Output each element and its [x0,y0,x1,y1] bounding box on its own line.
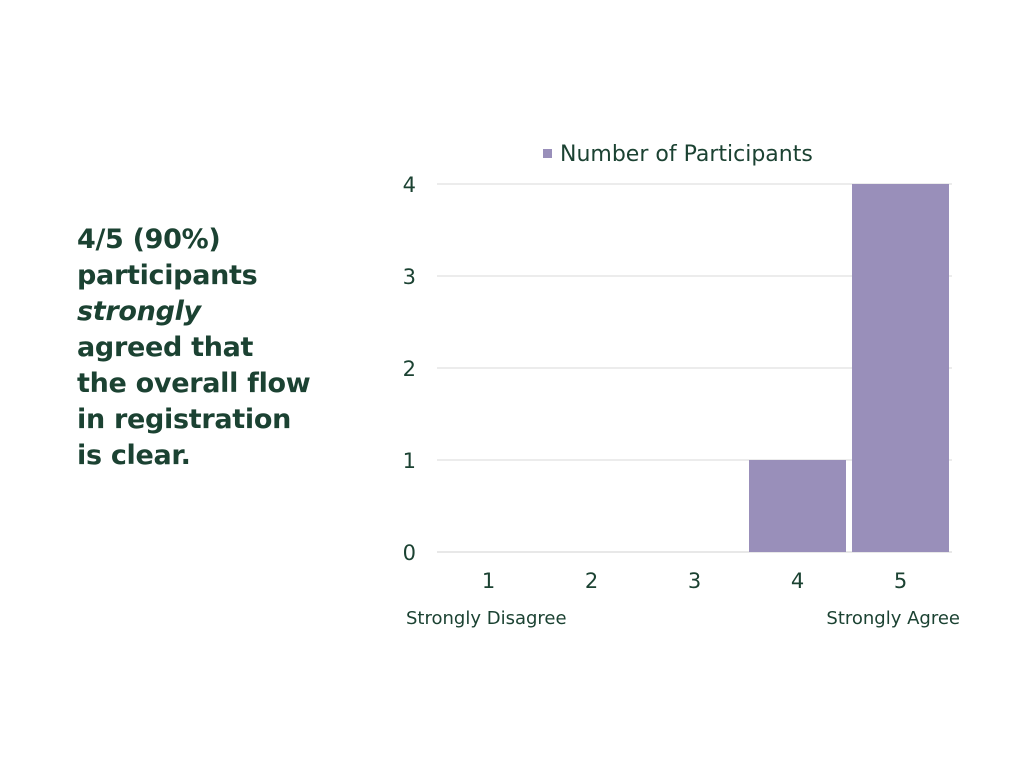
x-tick-label: 4 [791,569,804,593]
y-tick-label: 1 [403,449,416,473]
headline-line-3: strongly [77,294,347,330]
headline-line-5: the overall flow [77,368,311,399]
y-tick-label: 0 [403,541,416,565]
headline-line-2: participants [77,260,258,291]
x-tick-label: 3 [688,569,701,593]
bar [749,460,846,552]
scale-label-high: Strongly Agree [826,608,960,629]
scale-label-low: Strongly Disagree [406,608,567,629]
headline-emphasis: strongly [77,296,201,327]
headline-line-6: in registration [77,404,292,435]
y-tick-label: 4 [403,173,416,197]
bar [852,184,949,552]
x-tick-label: 5 [894,569,907,593]
y-tick-label: 3 [403,265,416,289]
headline-line-1: 4/5 (90%) [77,224,221,255]
legend-label: Number of Participants [560,142,813,167]
headline-line-7: is clear. [77,440,191,471]
y-tick-label: 2 [403,357,416,381]
x-axis-ticks: 1 2 3 4 5 [482,569,907,593]
headline-line-4: agreed that [77,332,254,363]
x-tick-label: 2 [585,569,598,593]
bars [749,184,949,552]
headline: 4/5 (90%) participants strongly agreed t… [77,222,347,474]
legend-swatch [543,149,552,158]
y-axis-ticks: 0 1 2 3 4 [403,173,416,565]
legend: Number of Participants [543,142,813,167]
x-tick-label: 1 [482,569,495,593]
